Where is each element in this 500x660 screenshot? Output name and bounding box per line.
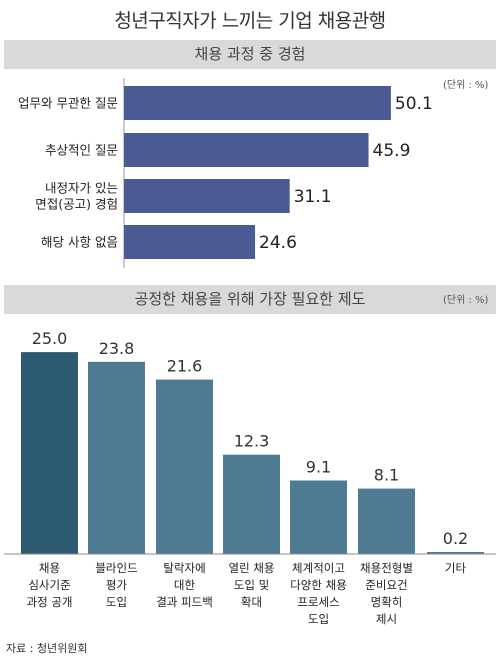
vbar-3 [223, 454, 280, 554]
vbar-category-label-2-2: 결과 피드백 [156, 595, 213, 609]
vbar-category-label-5-0: 채용전형별 [360, 561, 413, 575]
hbar-value-label-1: 45.9 [373, 141, 411, 161]
hbar-category-label-2-1: 면접(공고) 경험 [35, 197, 118, 212]
vbar-category-label-3-1: 도입 및 [234, 578, 269, 592]
vbar-value-label-6: 0.2 [443, 529, 468, 548]
vbar-category-label-2-1: 대한 [174, 578, 196, 592]
vbar-value-label-2: 21.6 [167, 357, 203, 376]
vbar-category-label-5-3: 제시 [376, 612, 397, 626]
hbar-category-label-0: 업무와 무관한 질문 [18, 96, 118, 111]
vbar-category-label-4-2: 프로세스 [297, 595, 339, 609]
hbar-0 [124, 86, 391, 120]
vbar-category-label-0-0: 채용 [39, 561, 60, 575]
section-header-experience: 채용 과정 중 경험 [4, 40, 496, 69]
vbar-category-label-0-1: 심사기준 [28, 578, 70, 592]
vbar-category-label-3-2: 확대 [241, 595, 262, 609]
hbar-category-label-2-0: 내정자가 있는 [45, 181, 118, 196]
vbar-category-label-4-0: 체계적이고 [292, 561, 345, 575]
section-header-system: 공정한 채용을 위해 가장 필요한 제도 [4, 285, 496, 314]
vbar-category-label-1-0: 블라인드 [95, 561, 137, 575]
vbar-value-label-3: 12.3 [234, 432, 270, 451]
vbar-category-label-3-0: 열린 채용 [229, 561, 275, 575]
vbar-4 [290, 480, 347, 554]
vbar-category-label-6-0: 기타 [445, 561, 467, 575]
hbar-value-label-0: 50.1 [395, 94, 433, 114]
unit-label-system: (단위 : %) [443, 295, 489, 306]
main-title: 청년구직자가 느끼는 기업 채용관행 [114, 10, 386, 32]
vbar-category-label-5-1: 준비요건 [365, 578, 407, 592]
vbar-value-label-4: 9.1 [306, 458, 331, 477]
hbar-category-label-1: 추상적인 질문 [45, 143, 118, 158]
vbar-5 [358, 488, 415, 554]
hbar-1 [124, 133, 369, 167]
source-note: 자료 : 청년위원회 [6, 642, 88, 655]
vbar-category-label-2-0: 탈락자에 [163, 561, 205, 575]
vbar-category-label-0-2: 과정 공개 [27, 595, 73, 609]
vbar-0 [21, 352, 78, 554]
vbar-category-label-5-2: 명확히 [371, 595, 403, 609]
vbar-category-label-1-1: 평가 [106, 578, 128, 592]
vbar-6 [427, 552, 484, 554]
hbar-3 [124, 225, 256, 259]
vbar-value-label-1: 23.8 [99, 339, 135, 358]
vbar-category-label-4-1: 다양한 채용 [290, 578, 347, 592]
hbar-category-label-3: 해당 사항 없음 [41, 235, 118, 250]
unit-label-experience: (단위 : %) [443, 80, 489, 91]
hbar-value-label-3: 24.6 [259, 233, 297, 253]
hbar-2 [124, 179, 290, 213]
vbar-value-label-5: 8.1 [374, 466, 399, 485]
vbar-1 [88, 361, 145, 554]
vbar-2 [156, 379, 213, 554]
vbar-category-label-4-3: 도입 [308, 612, 329, 626]
vbar-value-label-0: 25.0 [32, 329, 68, 348]
vbar-category-label-1-2: 도입 [106, 595, 127, 609]
hbar-value-label-2: 31.1 [294, 187, 332, 207]
